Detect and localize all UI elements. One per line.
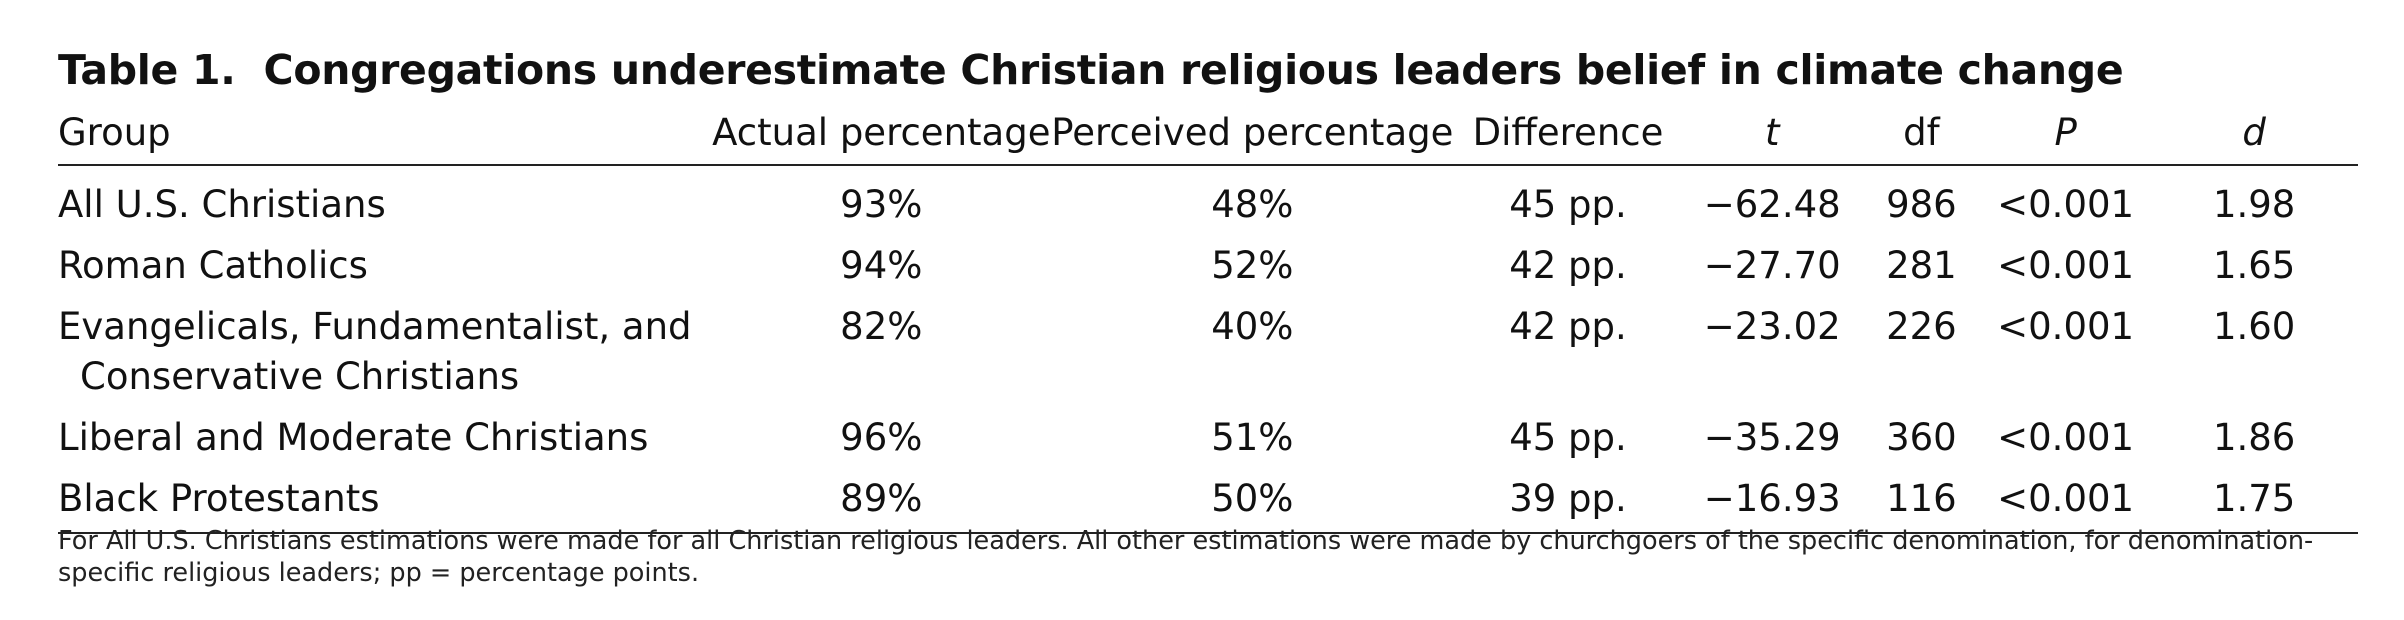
cell-df: 360 — [1886, 416, 1957, 459]
group-label: Evangelicals, Fundamentalist, and — [58, 305, 692, 348]
cell-p: <0.001 — [1997, 416, 2135, 459]
cell-t: −62.48 — [1703, 183, 1841, 226]
cell-t: −35.29 — [1703, 416, 1841, 459]
table-row: Evangelicals, Fundamentalist, and Conser… — [58, 294, 2358, 405]
cell-t: −23.02 — [1703, 305, 1841, 348]
header-df: df — [1861, 104, 1981, 166]
table-row: Liberal and Moderate Christians 96% 51% … — [58, 405, 2358, 466]
cell-perceived: 51% — [1211, 416, 1294, 459]
cell-perceived: 40% — [1211, 305, 1294, 348]
cell-df: 986 — [1886, 183, 1957, 226]
table-row: Black Protestants 89% 50% 39 pp. −16.93 … — [58, 466, 2358, 534]
cell-actual: 94% — [840, 244, 923, 287]
cell-difference: 45 pp. — [1509, 183, 1627, 226]
cell-group: Roman Catholics — [58, 233, 711, 294]
cell-actual: 96% — [840, 416, 923, 459]
cell-difference: 39 pp. — [1453, 466, 1683, 534]
table-footnote: For All U.S. Christians estimations were… — [58, 526, 2314, 588]
cell-group: Evangelicals, Fundamentalist, and Conser… — [58, 294, 711, 405]
cell-d: 1.98 — [2212, 183, 2296, 226]
cell-t: −16.93 — [1682, 466, 1862, 534]
header-difference: Difference — [1453, 104, 1683, 166]
group-label: All U.S. Christians — [58, 183, 386, 226]
table-row: All U.S. Christians 93% 48% 45 pp. −62.4… — [58, 165, 2358, 233]
cell-p: <0.001 — [1997, 244, 2135, 287]
cell-actual: 89% — [711, 466, 1052, 534]
header-actual: Actual percentage — [711, 104, 1052, 166]
cell-perceived: 52% — [1211, 244, 1294, 287]
header-t: t — [1682, 104, 1862, 166]
table-row: Roman Catholics 94% 52% 42 pp. −27.70 28… — [58, 233, 2358, 294]
group-label: Liberal and Moderate Christians — [58, 416, 649, 459]
cell-d: 1.86 — [2212, 416, 2296, 459]
cell-actual: 93% — [840, 183, 923, 226]
cell-df: 116 — [1861, 466, 1981, 534]
header-p: P — [1980, 104, 2151, 166]
table-title-text: Congregations underestimate Christian re… — [263, 46, 2124, 94]
header-group: Group — [58, 104, 712, 166]
cell-difference: 42 pp. — [1509, 305, 1627, 348]
table-number: Table 1. — [58, 46, 236, 94]
cell-t: −27.70 — [1703, 244, 1841, 287]
cell-difference: 45 pp. — [1509, 416, 1627, 459]
header-row: Group Actual percentage Perceived percen… — [58, 104, 2358, 166]
cell-d: 1.60 — [2212, 305, 2296, 348]
cell-group: All U.S. Christians — [58, 165, 711, 233]
cell-group: Black Protestants — [58, 466, 712, 534]
cell-p: <0.001 — [1980, 466, 2151, 534]
header-d: d — [2150, 104, 2358, 166]
group-label: Black Protestants — [58, 477, 380, 520]
cell-p: <0.001 — [1997, 183, 2135, 226]
cell-df: 226 — [1886, 305, 1957, 348]
cell-d: 1.65 — [2212, 244, 2296, 287]
cell-difference: 42 pp. — [1509, 244, 1627, 287]
cell-d: 1.75 — [2150, 466, 2358, 534]
header-perceived: Perceived percentage — [1051, 104, 1454, 166]
cell-df: 281 — [1886, 244, 1957, 287]
group-label-continued: Conservative Christians — [80, 355, 520, 398]
cell-perceived: 50% — [1051, 466, 1454, 534]
table-title: Table 1. Congregations underestimate Chri… — [58, 46, 2124, 94]
group-label: Roman Catholics — [58, 244, 368, 287]
results-table: Group Actual percentage Perceived percen… — [58, 104, 2358, 534]
cell-p: <0.001 — [1997, 305, 2135, 348]
cell-perceived: 48% — [1211, 183, 1294, 226]
cell-group: Liberal and Moderate Christians — [58, 405, 711, 466]
cell-actual: 82% — [840, 305, 923, 348]
